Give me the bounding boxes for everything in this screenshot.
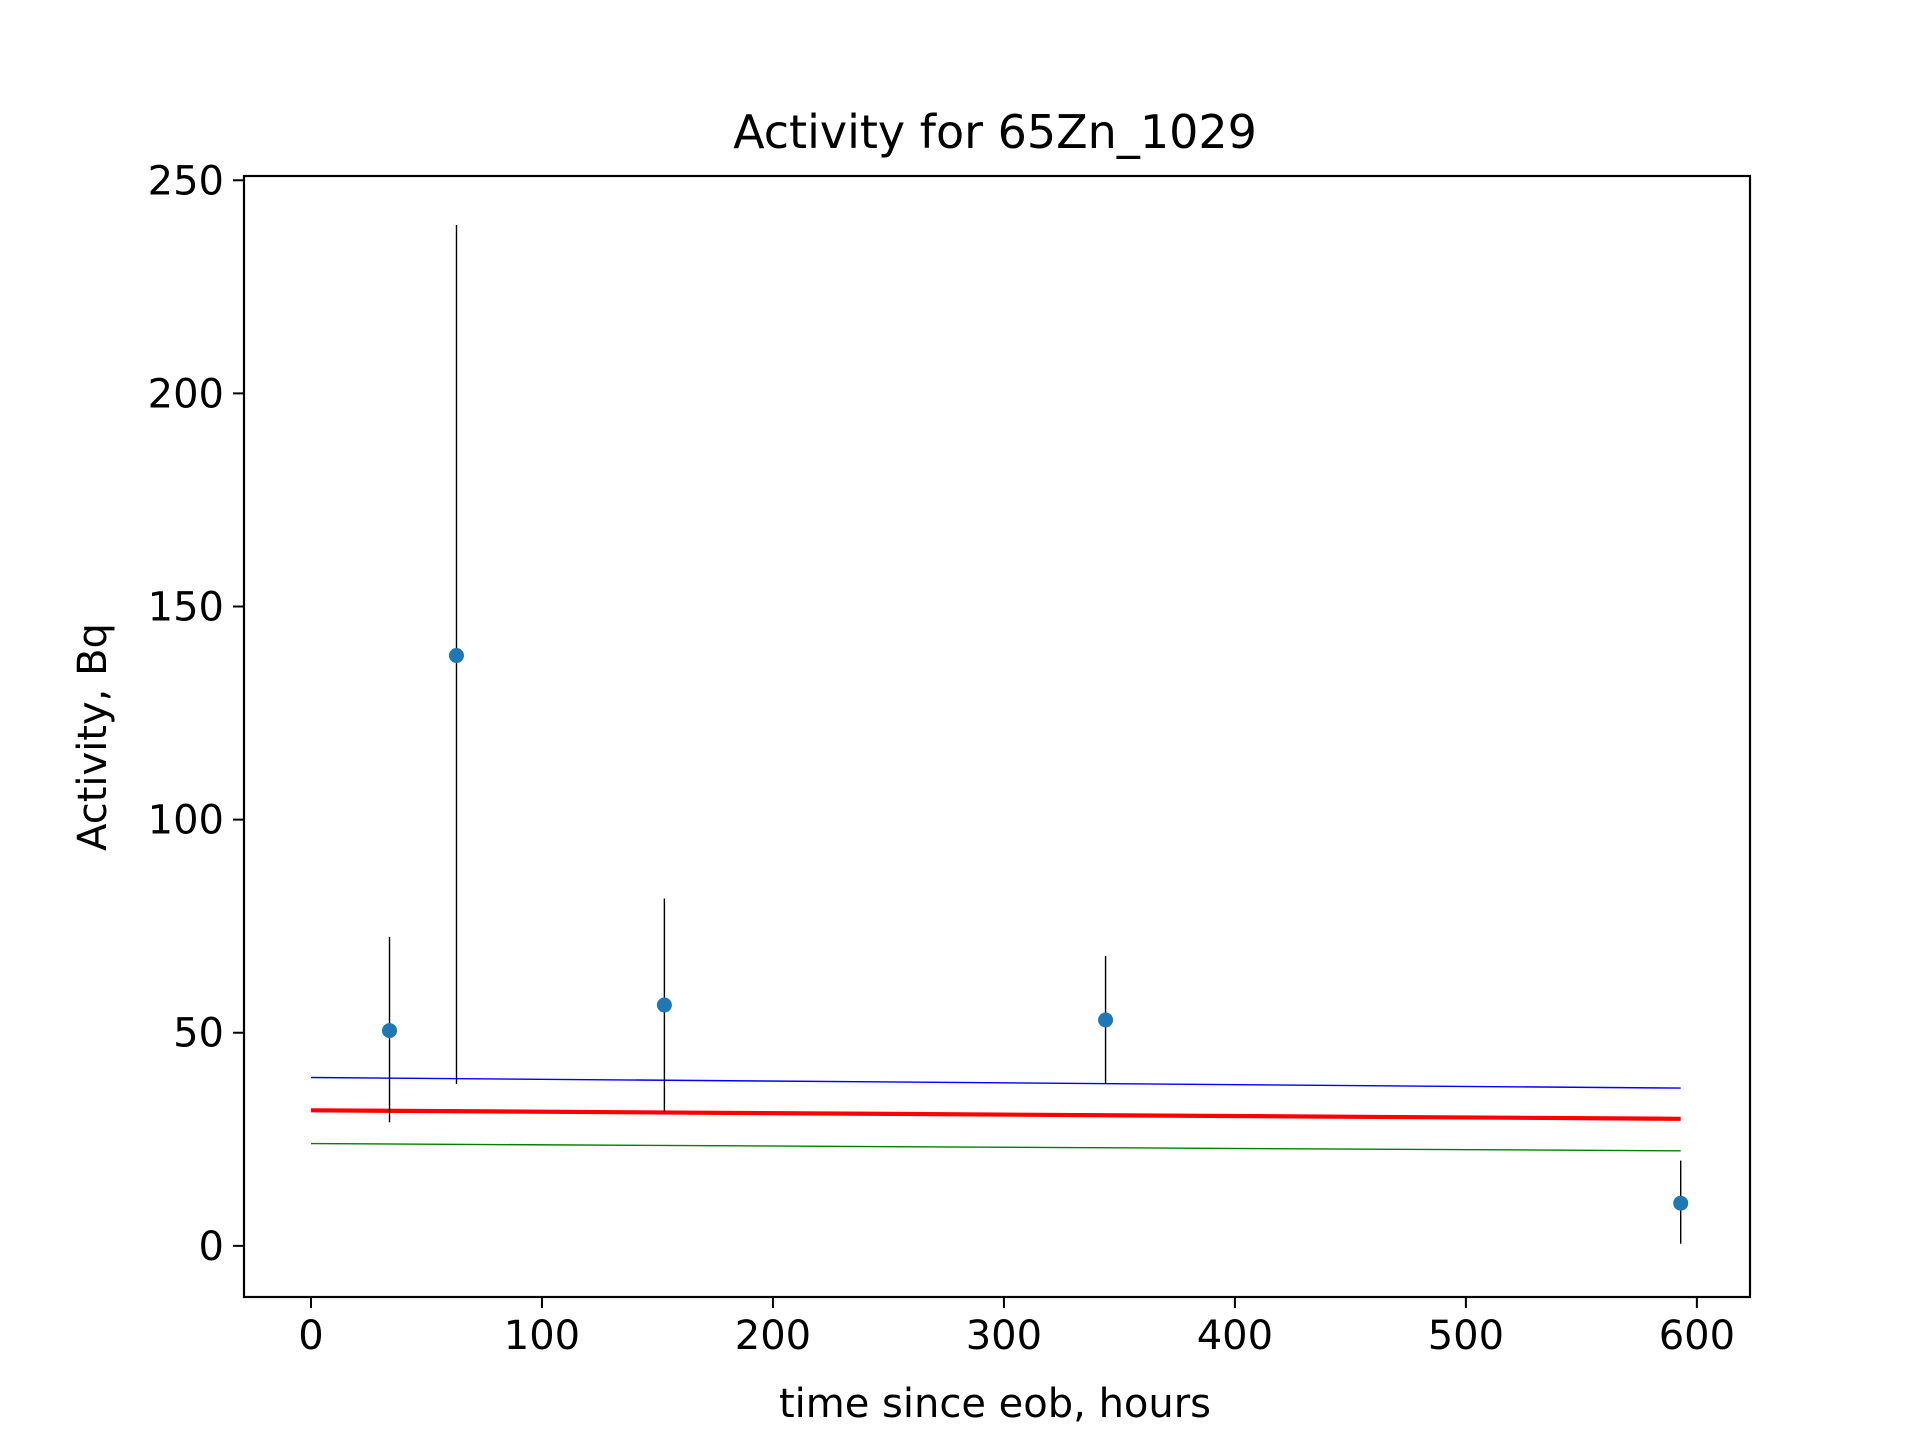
data-point-2	[656, 997, 672, 1013]
y-tick-label-200: 200	[148, 371, 224, 417]
fit-line-2	[310, 1142, 1681, 1152]
data-point-0	[382, 1023, 398, 1039]
fit-line-0	[310, 1076, 1681, 1089]
y-tick-label-50: 50	[173, 1011, 224, 1057]
fit-line-1	[310, 1108, 1681, 1121]
y-tick-label-100: 100	[148, 798, 224, 844]
x-tick-label-0: 0	[298, 1313, 323, 1359]
x-tick-label-100: 100	[504, 1313, 580, 1359]
x-axis-label: time since eob, hours	[779, 1381, 1211, 1427]
plot-area	[310, 225, 1689, 1244]
chart-title: Activity for 65Zn_1029	[733, 105, 1257, 159]
x-tick-label-300: 300	[966, 1313, 1042, 1359]
y-tick-label-0: 0	[199, 1224, 224, 1270]
x-tick-label-500: 500	[1428, 1313, 1504, 1359]
y-tick-label-150: 150	[148, 584, 224, 630]
axis-ticks: 0 100 200 300 400 500 600 0 50 100 150 200 250	[148, 158, 1735, 1359]
axes-frame	[242, 174, 1752, 1299]
y-axis-label: Activity, Bq	[70, 623, 116, 851]
x-tick-label-400: 400	[1197, 1313, 1273, 1359]
x-tick-label-200: 200	[735, 1313, 811, 1359]
data-point-4	[1673, 1195, 1689, 1211]
x-tick-label-600: 600	[1659, 1313, 1735, 1359]
data-point-1	[449, 648, 465, 664]
y-tick-label-250: 250	[148, 158, 224, 204]
data-point-3	[1098, 1012, 1114, 1028]
